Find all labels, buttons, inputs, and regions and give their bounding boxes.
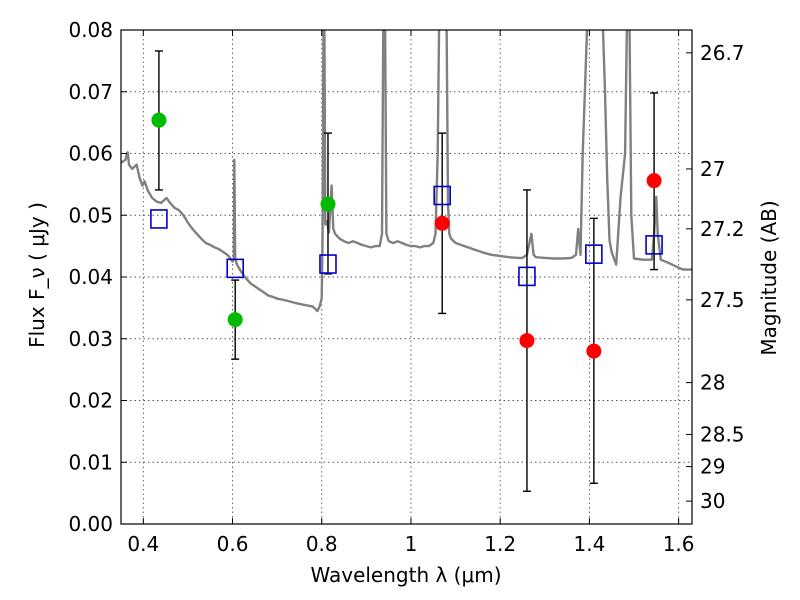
y2-tick-label: 27.2 [700, 217, 745, 241]
y2-tick-label: 28 [700, 371, 725, 395]
plot-border [120, 29, 693, 525]
x-tick-label: 1.2 [484, 532, 516, 556]
model-square-point [585, 244, 603, 264]
y-tick-label: 0.05 [68, 203, 113, 227]
y2-tick-labels: 26.7 27 27.2 27.5 28 28.5 29 30 [700, 41, 745, 513]
y-tick-label: 0.02 [68, 389, 113, 413]
x-tick-label: 0.6 [217, 532, 249, 556]
x-tick-label: 1.6 [663, 532, 695, 556]
y2-tick-label: 28.5 [700, 422, 745, 446]
model-square-point [150, 209, 168, 229]
green-data-point [227, 312, 243, 328]
y2-axis-label: Magnitude (AB) [757, 200, 781, 355]
y-tick-label: 0.03 [68, 327, 113, 351]
model-spectrum-line [121, 30, 692, 313]
data-markers [150, 112, 663, 359]
y-tick-label: 0.04 [68, 265, 113, 289]
y2-tick-label: 27.5 [700, 288, 745, 312]
y2-tick-label: 27 [700, 157, 725, 181]
y-tick-label: 0.00 [68, 512, 113, 536]
model-spectrum [121, 30, 692, 313]
y-tick-label: 0.01 [68, 450, 113, 474]
x-tick-label: 1 [405, 532, 418, 556]
x-axis-label: Wavelength λ (μm) [310, 563, 501, 587]
model-square-point [433, 185, 451, 206]
axes-frame [120, 29, 693, 525]
red-data-point [519, 333, 535, 349]
y-tick-label: 0.06 [68, 142, 113, 166]
red-data-point [646, 173, 662, 189]
x-tick-labels: 0.4 0.6 0.8 1 1.2 1.4 1.6 [127, 532, 694, 556]
y-axis-label: Flux F_ν ( μJy ) [25, 202, 49, 348]
error-bars [154, 50, 659, 492]
model-square-point [645, 235, 663, 255]
model-square-point [319, 254, 337, 274]
y2-tick-label: 30 [700, 489, 725, 513]
red-data-point [586, 343, 602, 359]
model-square-point [226, 258, 244, 279]
red-data-point [434, 215, 450, 231]
y2-tick-label: 26.7 [700, 41, 745, 65]
y2-tick-label: 29 [700, 455, 725, 479]
x-tick-label: 0.4 [127, 532, 159, 556]
green-data-point [320, 196, 336, 212]
y-tick-label: 0.07 [68, 80, 113, 104]
y-tick-label: 0.08 [68, 18, 113, 42]
x-tick-label: 0.8 [306, 532, 338, 556]
y-tick-labels: 0.00 0.01 0.02 0.03 0.04 0.05 0.06 0.07 0.08 [68, 18, 113, 536]
x-tick-label: 1.4 [573, 532, 605, 556]
green-data-point [151, 112, 167, 128]
model-square-point [518, 266, 536, 287]
